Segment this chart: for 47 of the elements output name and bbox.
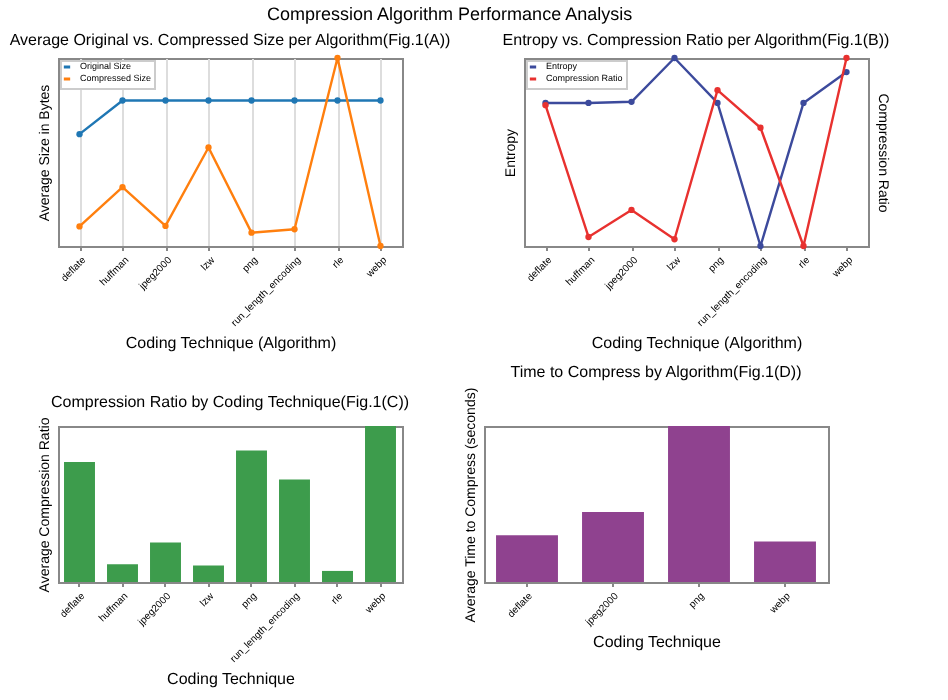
point [119,184,126,191]
bar [150,542,181,582]
chart-title: Average Original vs. Compressed Size per Algorithm(Fig.1(A)) [9,30,452,49]
point [291,226,298,233]
x-axis-title: Coding Technique (Algorithm) [591,334,803,353]
bar [193,565,224,582]
point [628,98,635,105]
point [205,144,212,151]
point [671,54,678,62]
bar [236,450,267,582]
point [119,97,126,104]
point [800,99,807,107]
point [248,229,255,236]
x-axis-title: Coding Technique [593,633,722,652]
point [377,97,384,104]
point [585,99,592,107]
chart-title: Entropy vs. Compression Ratio per Algorithm(Fig.1(B)) [502,30,891,49]
point [714,99,721,107]
x-axis-title: Coding Technique [167,670,296,689]
x-axis-title: Coding Technique (Algorithm) [125,334,337,353]
text: Compression Algorithm Performance Analysis [267,3,634,24]
point [628,206,635,214]
bar [365,426,396,582]
bar [279,479,310,582]
point [757,124,764,131]
point [76,130,83,138]
bar [107,564,138,582]
point [76,223,83,230]
bar [754,541,816,582]
point [334,54,341,62]
bar [496,535,558,582]
point [162,97,169,104]
point [585,233,592,241]
bar [322,570,353,582]
bar [582,511,644,582]
point [671,236,678,243]
point [162,222,169,230]
bar [64,462,95,582]
point [714,86,721,94]
point [205,97,212,104]
bar [668,426,730,582]
point [334,97,341,104]
point [291,97,298,104]
chart-title: Compression Ratio by Coding Technique(Fig.1(C)) [50,392,410,411]
point [843,54,850,62]
point [248,97,255,104]
chart-title: Time to Compress by Algorithm(Fig.1(D)) [510,362,803,381]
